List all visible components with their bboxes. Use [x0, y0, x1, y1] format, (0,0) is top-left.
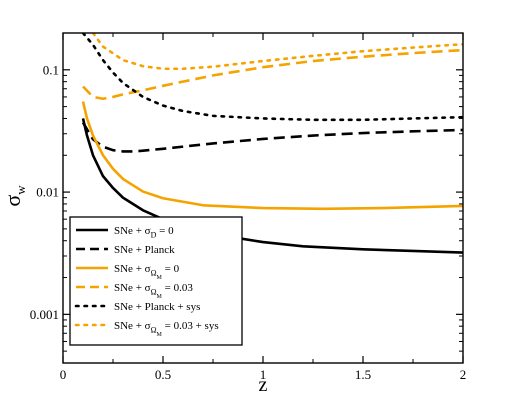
y-axis-label-main: σ — [0, 195, 25, 207]
legend-label-part: M — [157, 294, 163, 300]
series-line-5 — [81, 33, 463, 122]
legend-label-part: SNe + Planck + sys — [114, 301, 200, 313]
x-tick-label: 0 — [60, 367, 67, 382]
legend-label-part: M — [157, 332, 163, 338]
legend-label-1: SNe + σD = 0 — [114, 225, 174, 240]
x-tick-label: 0.5 — [155, 367, 171, 382]
series-line-4 — [82, 48, 463, 101]
series-line-3 — [81, 101, 463, 211]
legend-box — [69, 216, 243, 346]
series-line-6 — [91, 33, 463, 71]
legend-label-3: SNe + σΩM = 0 — [114, 263, 180, 281]
legend-label-part: = 0.03 + sys — [162, 320, 219, 332]
x-tick-label: 2 — [460, 367, 467, 382]
legend-label-part: SNe + σ — [114, 320, 151, 332]
legend-label-part: M — [157, 275, 163, 281]
x-axis-label: z — [259, 374, 268, 396]
y-tick-label: 0.01 — [36, 185, 59, 200]
x-tick-label: 1 — [260, 367, 267, 382]
y-tick-label: 0.001 — [30, 307, 59, 322]
y-axis-label: σw — [0, 185, 28, 207]
legend-label-part: SNe + Planck — [114, 244, 175, 256]
legend-label-part: Ω — [151, 326, 157, 335]
legend-label-part: SNe + σ — [114, 263, 151, 275]
axes-layer: 0 0.5 1 1.5 2 0.001 0.01 0.1 z σw — [0, 32, 467, 396]
x-tick-label: 1.5 — [355, 367, 371, 382]
legend-label-part: = 0 — [156, 225, 174, 237]
legend-label-part: = 0.03 — [162, 282, 193, 294]
legend-label-6: SNe + σΩM = 0.03 + sys — [114, 320, 219, 338]
y-axis-label-sub: w — [13, 185, 28, 195]
series-line-2 — [81, 121, 463, 153]
legend-label-5: SNe + Planck + sys — [114, 301, 200, 313]
legend-label-part: SNe + σ — [114, 225, 151, 237]
legend-label-4: SNe + σΩM = 0.03 — [114, 282, 193, 300]
legend-label-part: SNe + σ — [114, 282, 151, 294]
legend-label-part: Ω — [151, 269, 157, 278]
legend-label-part: Ω — [151, 288, 157, 297]
legend-label-part: = 0 — [162, 263, 180, 275]
legend-label-part: D — [151, 231, 157, 240]
y-tick-label: 0.1 — [43, 62, 59, 77]
legend-label-2: SNe + Planck — [114, 244, 175, 256]
